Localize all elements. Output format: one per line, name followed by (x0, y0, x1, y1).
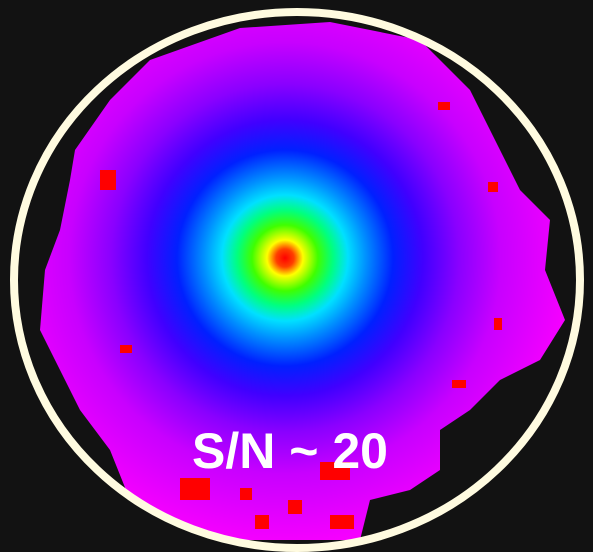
source-image (40, 22, 565, 540)
noise-pixel (180, 478, 210, 500)
aperture-ring (10, 8, 584, 552)
noise-pixel (494, 318, 502, 330)
intensity-map (40, 22, 565, 540)
noise-pixel (320, 462, 350, 480)
noise-pixel (330, 515, 354, 529)
noise-pixel (240, 488, 252, 500)
noise-pixel (488, 182, 498, 192)
noise-pixel (255, 515, 269, 529)
noise-pixel (288, 500, 302, 514)
noise-pixel (452, 380, 466, 388)
noise-pixel (100, 170, 116, 190)
noise-pixel (438, 102, 450, 110)
snr-label: S/N ~ 20 (192, 423, 388, 479)
noise-pixel (120, 345, 132, 353)
